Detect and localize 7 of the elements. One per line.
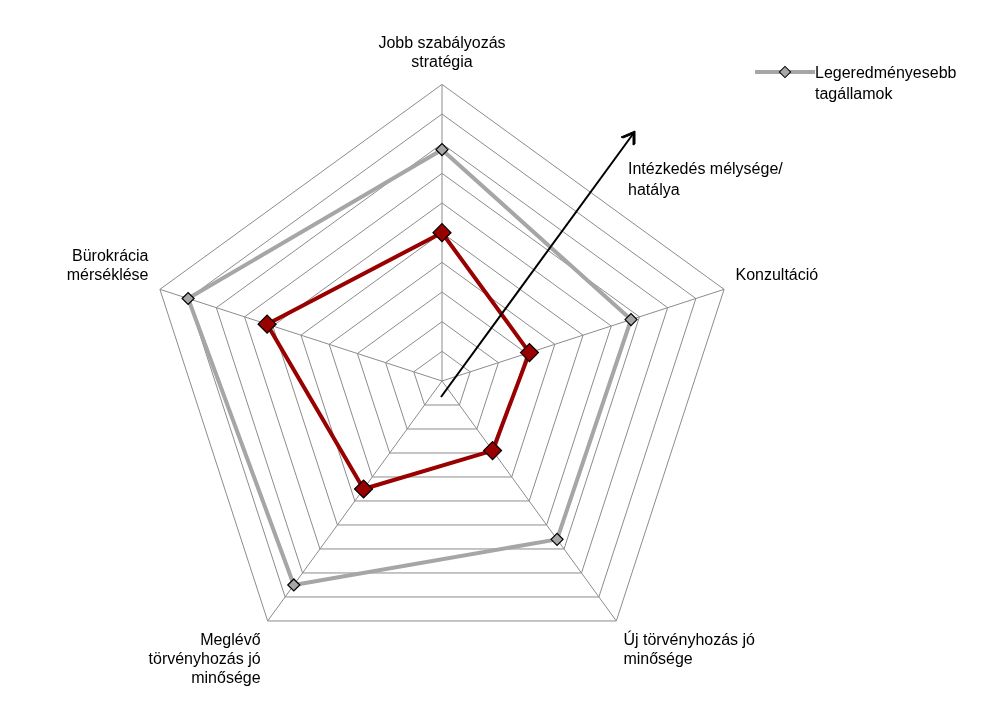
text: Intézkedés mélysége/ hatálya (628, 159, 784, 200)
spoke-label: Új törvényhozás jó minősége (623, 629, 756, 667)
spoke-label: Jobb szabályozás stratégia (378, 34, 506, 71)
legend-label: Legeredményesebb tagállamok (815, 63, 958, 104)
spoke-label: Konzultáció (735, 266, 819, 284)
spoke-label: Bürokrácia mérséklése (66, 247, 149, 284)
spoke-label: Meglévő törvényhozás jó minősége (148, 630, 261, 687)
